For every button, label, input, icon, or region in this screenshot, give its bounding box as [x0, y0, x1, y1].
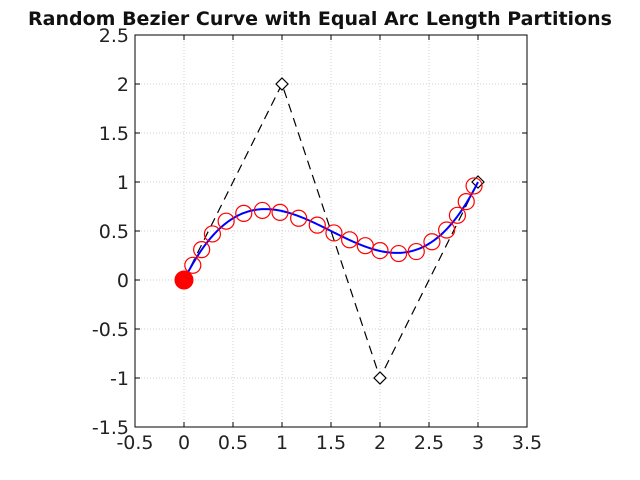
y-tick-label: -1	[110, 368, 129, 390]
partition-point-marker	[390, 244, 408, 263]
x-tick-label: 0.5	[218, 432, 248, 454]
partition-point-marker	[438, 221, 456, 239]
y-tick-label: -0.5	[92, 319, 129, 341]
x-tick-label: -0.5	[116, 432, 153, 454]
y-tick-label: 2.5	[99, 25, 129, 47]
x-tick-label: 3	[472, 432, 484, 454]
y-tick-label: 1.5	[99, 123, 129, 145]
y-tick-label: 0.5	[99, 221, 129, 243]
partition-point-marker	[448, 206, 467, 224]
x-tick-label: 3.5	[512, 432, 542, 454]
x-tick-label: 1	[276, 432, 288, 454]
x-tick-label: 2	[374, 432, 386, 454]
partition-point-marker	[325, 224, 343, 242]
current-point-marker	[174, 270, 194, 290]
control-point-marker	[275, 77, 289, 91]
y-tick-label: 0	[117, 270, 129, 292]
partition-point-marker	[341, 231, 359, 249]
partition-point-marker	[371, 242, 389, 260]
partition-point-marker	[184, 256, 202, 274]
y-tick-label: -1.5	[92, 417, 129, 439]
partition-point-marker	[423, 233, 441, 251]
x-tick-label: 2.5	[414, 432, 444, 454]
partition-point-marker	[407, 242, 425, 261]
control-point-marker	[373, 371, 387, 385]
partition-point-marker	[193, 241, 211, 259]
partition-point-marker	[271, 203, 289, 221]
partition-point-marker	[465, 177, 483, 195]
partition-point-marker	[457, 193, 475, 211]
control-polygon-line	[183, 82, 479, 380]
y-tick-label: 1	[117, 172, 129, 194]
chart-title: Random Bezier Curve with Equal Arc Lengt…	[28, 8, 612, 30]
partition-point-marker	[203, 225, 222, 243]
partition-point-marker	[217, 212, 235, 230]
y-tick-label: 2	[117, 74, 129, 96]
partition-point-marker	[308, 216, 326, 234]
x-tick-label: 0	[178, 432, 190, 454]
partition-point-marker	[290, 209, 308, 227]
partition-point-marker	[235, 204, 253, 222]
partition-point-marker	[253, 201, 271, 220]
x-tick-label: 1.5	[316, 432, 346, 454]
